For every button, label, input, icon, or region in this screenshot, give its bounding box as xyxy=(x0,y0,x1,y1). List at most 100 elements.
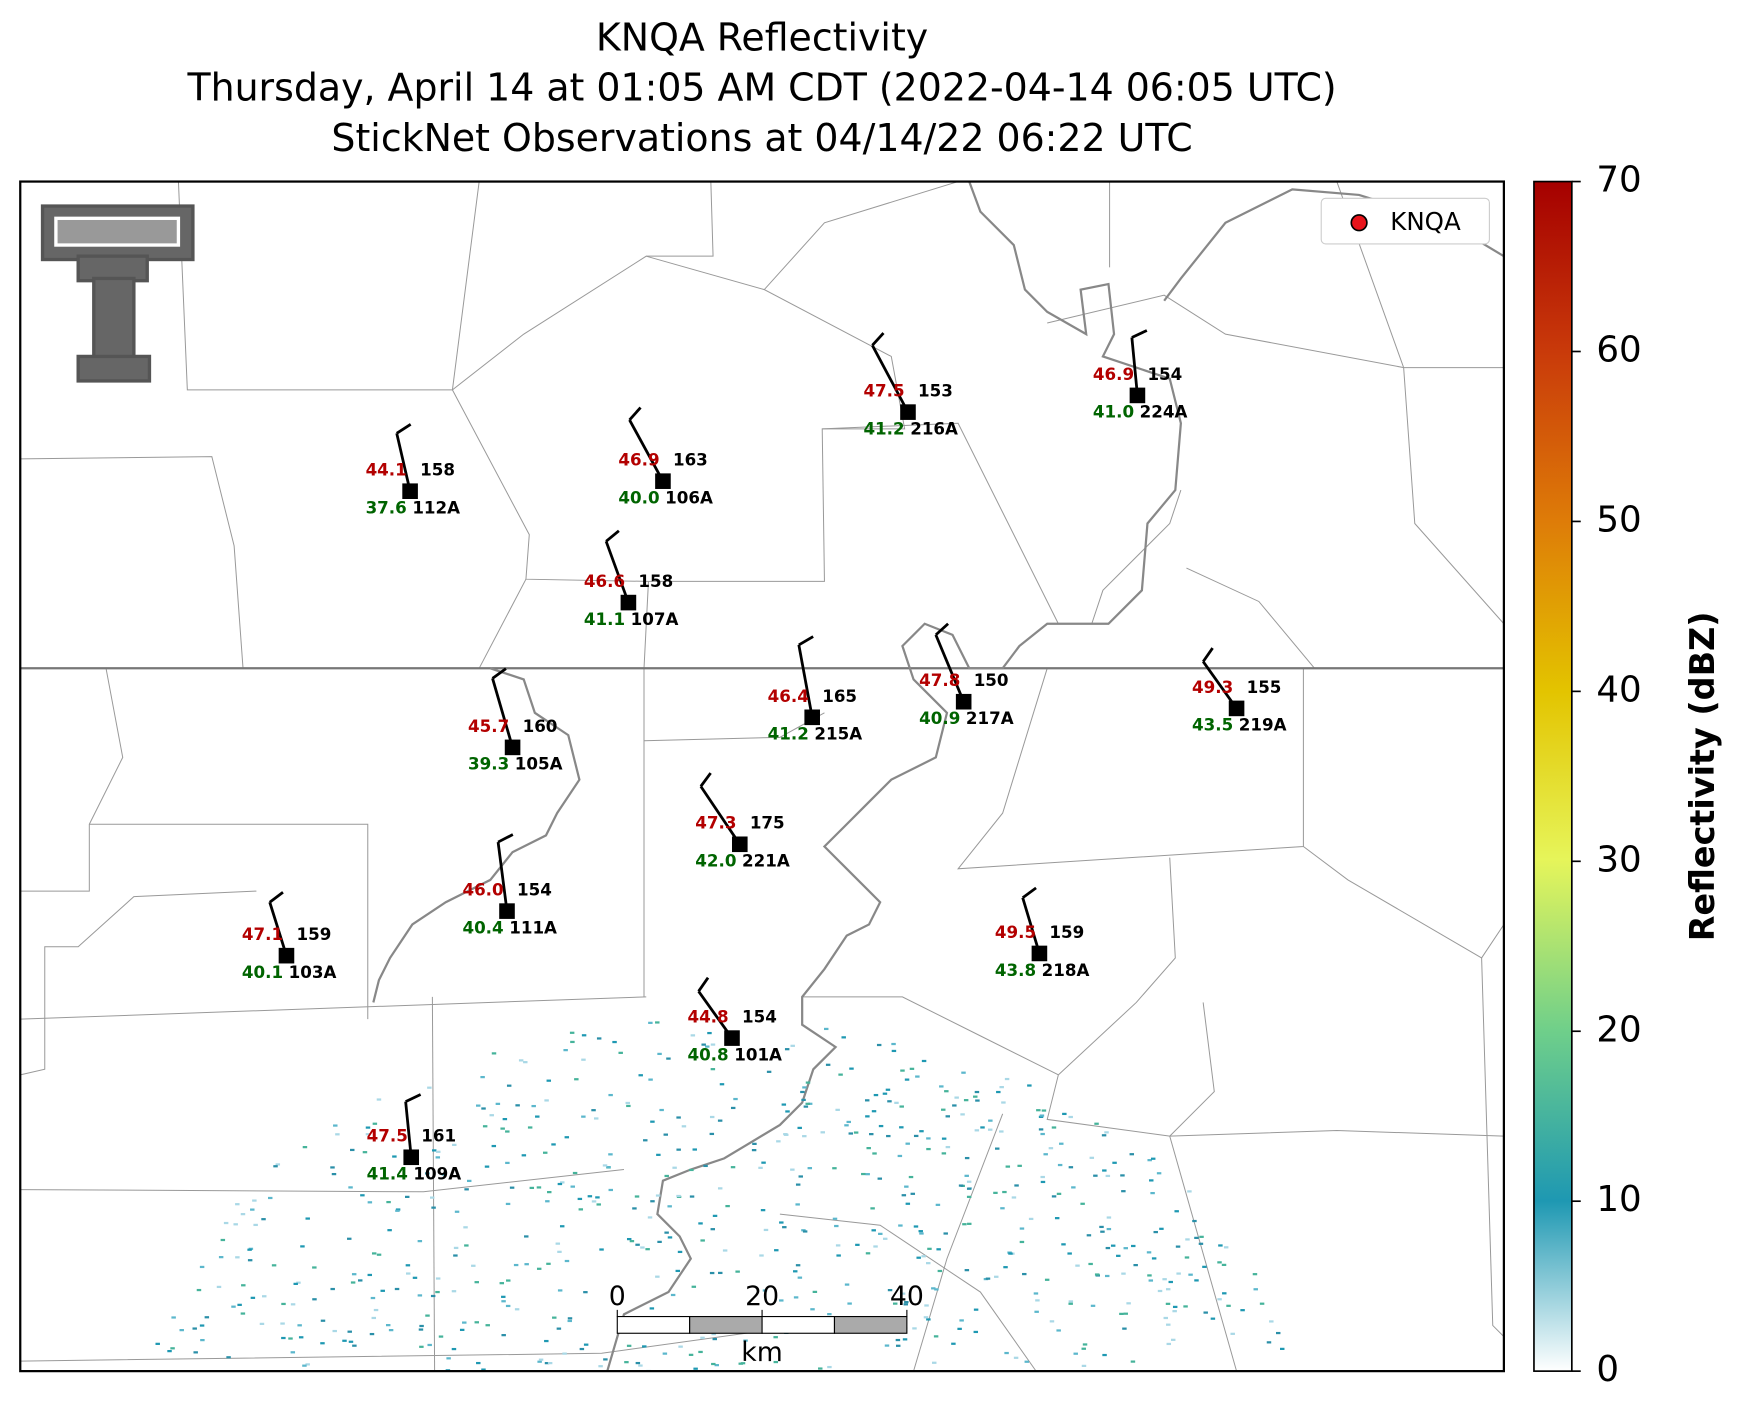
echo xyxy=(1075,1264,1080,1267)
echo xyxy=(268,1196,273,1200)
wind-barb-flag xyxy=(1021,886,1037,899)
echo xyxy=(419,1345,424,1348)
echo xyxy=(1275,1331,1281,1335)
echo xyxy=(559,1225,565,1228)
echo xyxy=(1153,1230,1158,1234)
echo xyxy=(895,1338,901,1342)
echo xyxy=(1172,1310,1177,1313)
echo xyxy=(1102,1353,1107,1357)
echo xyxy=(1068,1115,1073,1119)
echo xyxy=(818,1367,823,1370)
echo xyxy=(435,1290,440,1294)
echo xyxy=(820,1131,825,1134)
county-line xyxy=(20,456,244,669)
echo xyxy=(711,1332,716,1336)
echo xyxy=(427,1086,432,1089)
wind-barb-flag xyxy=(934,622,950,636)
echo xyxy=(988,1119,993,1122)
echo xyxy=(1146,1251,1152,1254)
station-id: 215A xyxy=(814,724,862,744)
boundaries xyxy=(20,181,1504,1378)
echo xyxy=(546,1262,551,1265)
station-id: 109A xyxy=(413,1164,461,1184)
echo xyxy=(1168,1280,1173,1284)
echo xyxy=(608,1093,613,1097)
county-line xyxy=(1303,846,1504,959)
station-id: 224A xyxy=(1140,402,1188,422)
echo xyxy=(655,1194,661,1197)
wind-barb-flag xyxy=(1131,329,1148,339)
echo xyxy=(762,1289,768,1292)
colorbar-tick-label: 40 xyxy=(1596,669,1641,710)
echo xyxy=(837,1372,841,1374)
echo xyxy=(650,1120,655,1123)
station-marker xyxy=(955,693,972,710)
echo xyxy=(387,1229,392,1232)
echo xyxy=(1061,1243,1066,1246)
echo xyxy=(1174,1210,1179,1213)
echo xyxy=(435,1156,441,1159)
echo xyxy=(583,1291,588,1294)
echo xyxy=(632,1207,637,1210)
echo xyxy=(832,1167,837,1170)
wind-barb-staff xyxy=(268,901,288,957)
temperature: 46.6 xyxy=(584,571,625,591)
echo xyxy=(691,1285,697,1288)
echo xyxy=(557,1289,563,1292)
wind-barb-flag xyxy=(697,976,710,993)
echo xyxy=(812,1290,818,1293)
pressure: 159 xyxy=(1049,922,1084,942)
echo xyxy=(987,1128,993,1131)
echo xyxy=(846,1120,851,1124)
county-line xyxy=(20,1324,803,1362)
echo xyxy=(935,1203,941,1206)
colorbar-ticks: 0 10 20 30 40 50 60 70 xyxy=(1571,160,1642,1390)
echo xyxy=(774,1249,779,1252)
echo xyxy=(297,1324,302,1327)
echo xyxy=(625,1101,630,1105)
logo xyxy=(40,204,195,383)
station-marker xyxy=(402,483,418,499)
echo xyxy=(395,1208,401,1211)
county-line xyxy=(478,578,527,669)
scale-unit: km xyxy=(741,1337,783,1368)
echo xyxy=(372,1122,378,1125)
echo xyxy=(832,1217,838,1220)
echo xyxy=(451,1290,457,1293)
logo-stem xyxy=(92,276,136,364)
station-marker xyxy=(620,594,637,611)
echo xyxy=(774,1056,779,1059)
echo xyxy=(873,1245,878,1248)
echo xyxy=(689,1168,694,1172)
echo xyxy=(712,1214,718,1217)
echo xyxy=(1041,1109,1047,1112)
temperature: 49.3 xyxy=(1192,677,1233,697)
county-line xyxy=(89,823,369,1020)
echo xyxy=(1183,1305,1188,1308)
echo xyxy=(649,1307,655,1310)
echo xyxy=(1057,1163,1063,1167)
echo xyxy=(1217,1261,1222,1264)
echo xyxy=(1150,1191,1155,1195)
echo xyxy=(1089,1156,1095,1159)
echo xyxy=(240,1312,246,1315)
echo xyxy=(693,1367,698,1370)
echo xyxy=(499,1282,505,1285)
echo xyxy=(751,1149,757,1152)
echo xyxy=(560,1181,565,1184)
echo xyxy=(793,1270,798,1273)
echo xyxy=(873,1093,879,1097)
echo xyxy=(705,1045,710,1048)
echo xyxy=(743,1339,748,1342)
echo xyxy=(335,1133,340,1136)
echo xyxy=(801,1098,806,1101)
echo xyxy=(933,1335,939,1338)
echo xyxy=(638,1364,643,1367)
echo xyxy=(466,1179,472,1183)
echo xyxy=(216,1285,222,1289)
dewpoint: 41.2 xyxy=(863,418,904,438)
scale-tick-label: 0 xyxy=(609,1281,626,1312)
echo xyxy=(596,1037,602,1040)
echo xyxy=(1105,1246,1111,1250)
echo xyxy=(780,1376,784,1378)
